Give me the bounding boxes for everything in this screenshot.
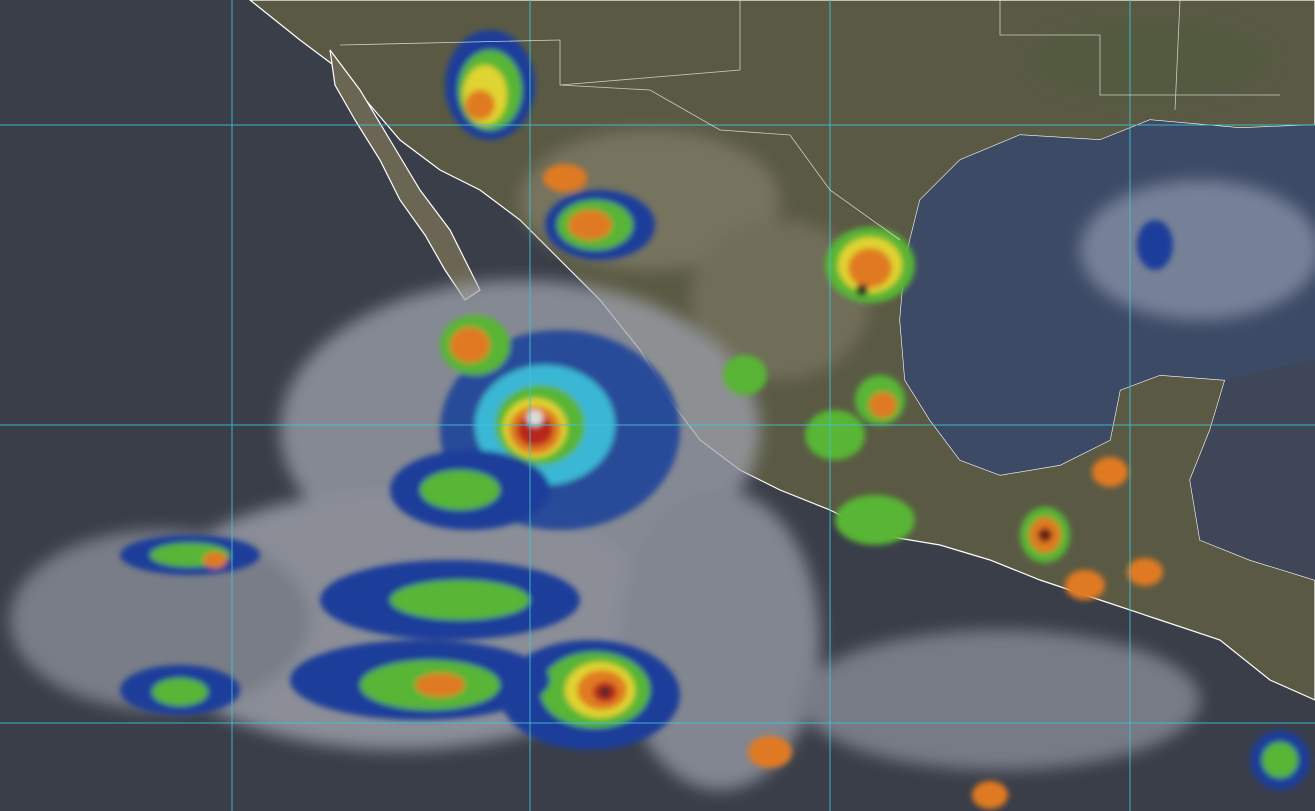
storms-mexico	[445, 30, 1310, 809]
caribbean-sea	[1190, 360, 1315, 580]
storm-band	[120, 315, 580, 720]
dry-land-texture	[520, 20, 1270, 380]
hurricane-eye	[527, 410, 543, 426]
state-borders	[339, 0, 1280, 241]
